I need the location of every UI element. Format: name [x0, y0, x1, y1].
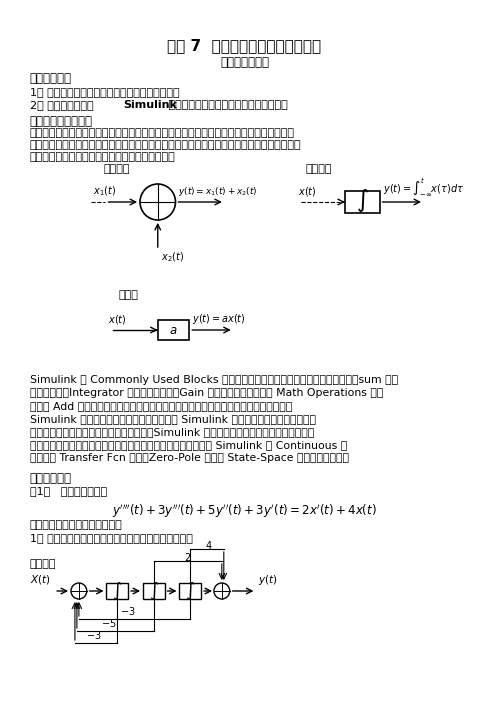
Text: Simulink 的 Commonly Used Blocks 模块库中提供了上述三种基本运算单元的模块，sum 模块: Simulink 的 Commonly Used Blocks 模块库中提供了上… — [30, 375, 398, 385]
Bar — [345, 191, 379, 213]
Text: 一、实验目的: 一、实验目的 — [30, 72, 71, 85]
Bar — [180, 583, 201, 599]
Text: $\int$: $\int$ — [149, 580, 159, 602]
Bar — [143, 583, 165, 599]
Text: 积分器：: 积分器： — [306, 164, 332, 174]
Text: $y(t)=\int_{-\infty}^{t} x(\tau)d\tau$: $y(t)=\int_{-\infty}^{t} x(\tau)d\tau$ — [382, 176, 464, 198]
Text: 2） 学习和掌握利用: 2） 学习和掌握利用 — [30, 100, 97, 110]
Text: 加法器：: 加法器： — [104, 164, 130, 174]
Text: $\int$: $\int$ — [185, 580, 195, 602]
Text: 直接型：: 直接型： — [30, 559, 56, 569]
Text: 库中的 Add 模块也可用于实现信号的加减运算。因此，根据系统的方框图可以方便地由: 库中的 Add 模块也可用于实现信号的加减运算。因此，根据系统的方框图可以方便地… — [30, 401, 292, 411]
Text: $4$: $4$ — [205, 539, 213, 551]
Text: 除了运用基本运算单元构成连续时间系统，Simulink 还提供了其他的模型描述方法，例如根: 除了运用基本运算单元构成连续时间系统，Simulink 还提供了其他的模型描述方… — [30, 427, 314, 437]
Text: $a$: $a$ — [169, 324, 178, 336]
Text: $x_1(t)$: $x_1(t)$ — [93, 185, 116, 198]
Text: 间系统的基本单元有加法器、积分器和倍乘器，下图列出了连续时间系统的基本方框图单元，: 间系统的基本单元有加法器、积分器和倍乘器，下图列出了连续时间系统的基本方框图单元… — [30, 140, 301, 150]
Text: $x(t)$: $x(t)$ — [109, 313, 127, 326]
Text: $2$: $2$ — [184, 551, 191, 563]
Text: （1）   已知由微分方程: （1） 已知由微分方程 — [30, 486, 107, 496]
Text: 表示加法器，Integrator 模块表示积分器，Gain 模块表示倍乘器，此外 Math Operations 模块: 表示加法器，Integrator 模块表示积分器，Gain 模块表示倍乘器，此外… — [30, 388, 383, 398]
Text: 仿真工具对连续时间系统的建模与仿真。: 仿真工具对连续时间系统的建模与仿真。 — [165, 100, 287, 110]
Text: $y''''(t)+3y'''(t)+5y''(t)+3y'(t)=2x'(t)+4x(t)$: $y''''(t)+3y'''(t)+5y''(t)+3y'(t)=2x'(t)… — [112, 502, 377, 519]
Text: $X(t)$: $X(t)$ — [30, 573, 51, 586]
Text: $y(t)=x_1(t)+x_2(t)$: $y(t)=x_1(t)+x_2(t)$ — [179, 185, 258, 198]
Text: $-3$: $-3$ — [86, 629, 102, 641]
Text: 1） 分别画出其直接型、级联型、并联型系统方框图。: 1） 分别画出其直接型、级联型、并联型系统方框图。 — [30, 533, 192, 543]
Text: 据连续时间系统的系统函数、零极点分布和状态方程，分别采用 Simulink 的 Continuous 模: 据连续时间系统的系统函数、零极点分布和状态方程，分别采用 Simulink 的 … — [30, 440, 347, 450]
Text: $x_2(t)$: $x_2(t)$ — [161, 250, 184, 263]
Text: Simulink 对连续时间信号进行建模，并利用 Simulink 的强大功能进行一系列仿真。: Simulink 对连续时间信号进行建模，并利用 Simulink 的强大功能进… — [30, 414, 315, 424]
Bar — [107, 583, 128, 599]
Text: 实验 7  连续时间系统的建模与仿真: 实验 7 连续时间系统的建模与仿真 — [168, 38, 321, 53]
Text: （设计型实验）: （设计型实验） — [220, 56, 269, 69]
Bar — [158, 320, 189, 340]
Text: 倍乘器: 倍乘器 — [119, 290, 138, 300]
Text: $x(t)$: $x(t)$ — [298, 185, 316, 198]
Text: $\int$: $\int$ — [112, 580, 123, 602]
Text: 三、实验内容: 三、实验内容 — [30, 472, 71, 485]
Text: $y(t)$: $y(t)$ — [258, 573, 278, 587]
Text: $\int$: $\int$ — [356, 187, 369, 215]
Text: Simulink: Simulink — [123, 100, 177, 110]
Text: 块库中的 Transfer Fcn 模块、Zero-Pole 模块和 State-Space 模块来描述系统。: 块库中的 Transfer Fcn 模块、Zero-Pole 模块和 State… — [30, 453, 349, 463]
Text: 连续时间系统的模型除了利用微分方程来描述之外，也可以借助方框图来模拟，模拟连续时: 连续时间系统的模型除了利用微分方程来描述之外，也可以借助方框图来模拟，模拟连续时 — [30, 128, 295, 138]
Text: $-5$: $-5$ — [101, 617, 116, 629]
Text: $y(t)=ax(t)$: $y(t)=ax(t)$ — [192, 312, 246, 326]
Text: $-3$: $-3$ — [121, 605, 136, 617]
Text: 描述的三阶连续时间因果系统：: 描述的三阶连续时间因果系统： — [30, 520, 123, 530]
Text: 1） 掌握利用系统方框图模拟实际系统的分析方法: 1） 掌握利用系统方框图模拟实际系统的分析方法 — [30, 87, 179, 97]
Text: 二、实验原理与方法: 二、实验原理与方法 — [30, 115, 93, 128]
Text: 利用这些基本方框图单元即可组成一个完整系统。: 利用这些基本方框图单元即可组成一个完整系统。 — [30, 152, 175, 162]
